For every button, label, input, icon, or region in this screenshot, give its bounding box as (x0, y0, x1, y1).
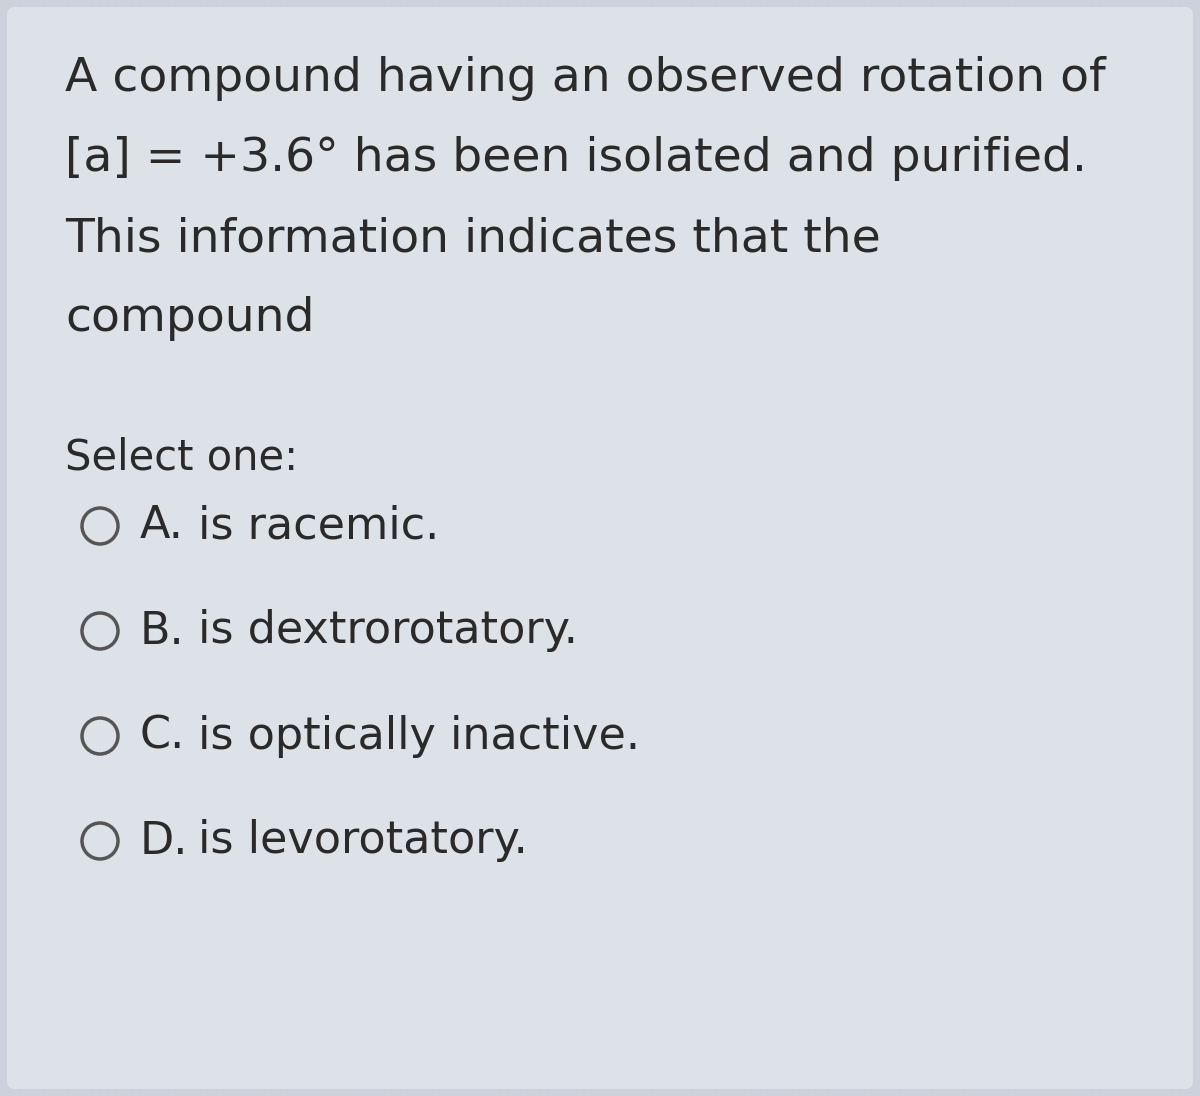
Text: B.: B. (140, 609, 185, 652)
Text: Select one:: Select one: (65, 436, 298, 478)
Text: is dextrorotatory.: is dextrorotatory. (198, 609, 578, 652)
Text: A compound having an observed rotation of: A compound having an observed rotation o… (65, 56, 1105, 101)
Text: A.: A. (140, 504, 184, 548)
Text: is optically inactive.: is optically inactive. (198, 715, 640, 757)
FancyBboxPatch shape (7, 7, 1193, 1089)
Text: D.: D. (140, 820, 188, 863)
Text: compound: compound (65, 296, 314, 341)
Text: This information indicates that the: This information indicates that the (65, 216, 881, 261)
Text: C.: C. (140, 715, 185, 757)
Text: is levorotatory.: is levorotatory. (198, 820, 528, 863)
Text: is racemic.: is racemic. (198, 504, 439, 548)
Text: [a] = +3.6° has been isolated and purified.: [a] = +3.6° has been isolated and purifi… (65, 136, 1087, 181)
